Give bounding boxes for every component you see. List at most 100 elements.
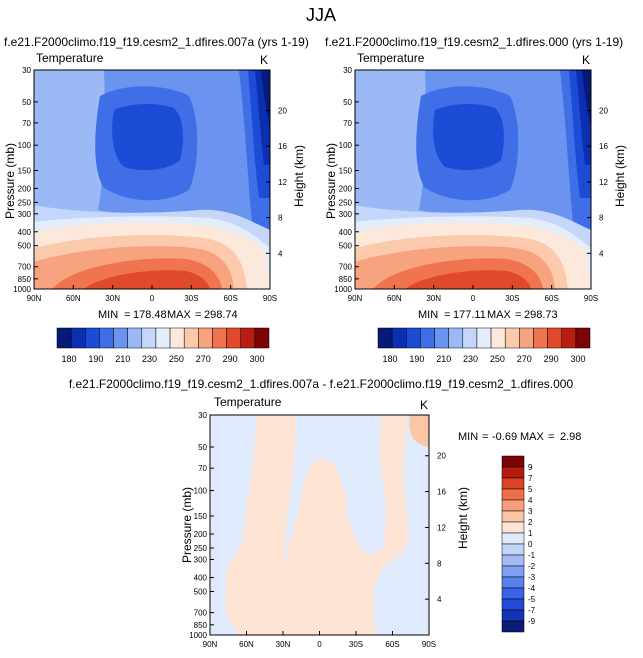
x-tick-label: 60N bbox=[66, 294, 81, 303]
colorbar-label: -2 bbox=[528, 562, 536, 571]
y-tick-label: 200 bbox=[18, 184, 32, 193]
y-tick-label: 70 bbox=[198, 464, 207, 473]
colorbar-box bbox=[155, 327, 171, 349]
x-tick-label: 90N bbox=[203, 640, 218, 649]
colorbar-box bbox=[113, 327, 128, 349]
panel-2-title: f.e21.F2000climo.f19_f19.cesm2_1.dfires.… bbox=[325, 35, 623, 49]
y-tick-label: 400 bbox=[194, 574, 208, 583]
colorbar-label: 5 bbox=[528, 485, 533, 494]
panel-1-max-eq: = bbox=[195, 309, 201, 321]
colorbar-label: -9 bbox=[528, 617, 536, 626]
panel-2-variable: Temperature bbox=[357, 51, 425, 65]
x-tick-label: 30N bbox=[105, 294, 120, 303]
y-tick-label: 400 bbox=[18, 228, 32, 237]
y2-tick-label: 4 bbox=[437, 595, 442, 604]
y-tick-label: 250 bbox=[18, 198, 32, 207]
panel-2-min-eq: = bbox=[444, 309, 450, 321]
panel-3-min-label: MIN bbox=[458, 431, 478, 443]
colorbar-box bbox=[533, 327, 548, 349]
colorbar-box bbox=[519, 327, 534, 349]
panel-1-units: K bbox=[260, 53, 268, 67]
panel-1-min-value: 178.48 bbox=[133, 309, 167, 321]
x-tick-label: 0 bbox=[150, 294, 155, 303]
y2-tick-label: 20 bbox=[599, 107, 608, 116]
x-tick-label: 60N bbox=[239, 640, 254, 649]
colorbar-label: 270 bbox=[196, 354, 211, 364]
colorbar-label: 250 bbox=[169, 354, 184, 364]
colorbar-label: 1 bbox=[528, 529, 533, 538]
colorbar-label: 0 bbox=[528, 540, 533, 549]
panel-2-min-label: MIN bbox=[418, 309, 438, 321]
y-tick-label: 50 bbox=[198, 443, 207, 452]
colorbar-label: 270 bbox=[517, 354, 532, 364]
colorbar-label: 180 bbox=[61, 354, 76, 364]
colorbar-box bbox=[504, 327, 520, 349]
y-tick-label: 30 bbox=[198, 411, 207, 420]
colorbar-box bbox=[391, 327, 407, 349]
x-tick-label: 0 bbox=[317, 640, 322, 649]
y-tick-label: 1000 bbox=[189, 631, 207, 640]
y2-tick-label: 12 bbox=[437, 523, 446, 532]
y-tick-label: 700 bbox=[194, 609, 208, 618]
x-tick-label: 30S bbox=[184, 294, 198, 303]
x-tick-label: 30N bbox=[276, 640, 291, 649]
panel-3-units: K bbox=[420, 398, 428, 412]
colorbar-box bbox=[127, 327, 143, 349]
panel-3-contour-field bbox=[210, 415, 429, 635]
y-tick-label: 500 bbox=[339, 242, 353, 251]
panel-1-ylabel: Pressure (mb) bbox=[3, 143, 17, 219]
colorbar-box bbox=[501, 510, 525, 523]
y-tick-label: 50 bbox=[343, 98, 352, 107]
panel-2-max-value: 298.73 bbox=[524, 309, 558, 321]
y-tick-label: 150 bbox=[194, 512, 208, 521]
colorbar-label: 290 bbox=[223, 354, 238, 364]
x-tick-label: 30S bbox=[505, 294, 519, 303]
colorbar-label: 2 bbox=[528, 518, 533, 527]
colorbar-box bbox=[561, 327, 577, 349]
diff-region-negative-left bbox=[210, 415, 256, 635]
x-tick-label: 90S bbox=[584, 294, 598, 303]
colorbar-box bbox=[501, 455, 525, 468]
panel-3-title: f.e21.F2000climo.f19_f19.cesm2_1.dfires.… bbox=[69, 377, 574, 391]
y-tick-label: 1000 bbox=[334, 285, 352, 294]
x-tick-label: 60S bbox=[224, 294, 238, 303]
panel-3-ylabel: Pressure (mb) bbox=[180, 487, 194, 563]
colorbar-label: 4 bbox=[528, 496, 533, 505]
x-tick-label: 60S bbox=[385, 640, 399, 649]
y2-tick-label: 12 bbox=[599, 178, 608, 187]
colorbar-box bbox=[183, 327, 199, 349]
y-tick-label: 150 bbox=[18, 167, 32, 176]
panel-1-ylabel-right: Height (km) bbox=[292, 145, 306, 207]
colorbar-box bbox=[141, 327, 157, 349]
colorbar-box bbox=[198, 327, 213, 349]
contour-band bbox=[405, 270, 531, 289]
colorbar-label: 7 bbox=[528, 474, 533, 483]
colorbar-label: 300 bbox=[570, 354, 585, 364]
y-tick-label: 50 bbox=[22, 98, 31, 107]
colorbar-box bbox=[377, 327, 393, 349]
colorbar-box bbox=[476, 327, 492, 349]
colorbar-box bbox=[501, 576, 525, 589]
y-tick-label: 300 bbox=[194, 555, 208, 564]
y2-tick-label: 16 bbox=[437, 488, 446, 497]
colorbar-label: 300 bbox=[249, 354, 264, 364]
colorbar-box bbox=[434, 327, 449, 349]
colorbar-label: -5 bbox=[528, 595, 536, 604]
colorbar-box bbox=[547, 327, 562, 349]
y-tick-label: 200 bbox=[194, 530, 208, 539]
colorbar-box bbox=[575, 327, 591, 349]
y2-tick-label: 12 bbox=[278, 178, 287, 187]
colorbar-box bbox=[70, 327, 86, 349]
panel-1: f.e21.F2000climo.f19_f19.cesm2_1.dfires.… bbox=[3, 35, 309, 364]
colorbar-label: 190 bbox=[409, 354, 424, 364]
colorbar-label: -7 bbox=[528, 606, 536, 615]
colorbar-label: 210 bbox=[436, 354, 451, 364]
x-tick-label: 0 bbox=[471, 294, 476, 303]
panel-1-title: f.e21.F2000climo.f19_f19.cesm2_1.dfires.… bbox=[4, 35, 309, 49]
colorbar-box bbox=[501, 587, 525, 600]
panel-2-contour-field bbox=[355, 70, 591, 289]
panel-3: f.e21.F2000climo.f19_f19.cesm2_1.dfires.… bbox=[69, 377, 582, 649]
y-tick-label: 850 bbox=[339, 275, 353, 284]
y-tick-label: 100 bbox=[18, 141, 32, 150]
